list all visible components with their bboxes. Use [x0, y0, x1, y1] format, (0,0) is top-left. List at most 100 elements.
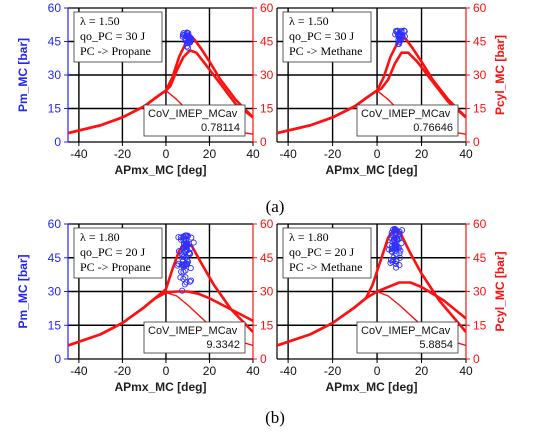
scatter-point [396, 231, 403, 238]
cov-label: CoV_IMEP_MCav [148, 325, 238, 337]
y-right-tick-label: 15 [473, 102, 487, 116]
y-right-axis-title: Pcyl_MC [bar] [493, 251, 507, 331]
x-tick-label: 0 [374, 364, 381, 378]
scatter-point [393, 257, 400, 264]
annotation-line: qo_PC = 30 J [80, 29, 145, 43]
series-peak-line [68, 35, 253, 135]
scatter-point [180, 30, 187, 37]
cov-value: 0.78114 [201, 122, 240, 134]
y-left-axis-title: Pm_MC [bar] [16, 38, 30, 112]
x-tick-label: 20 [415, 364, 429, 378]
scatter-point [188, 234, 195, 241]
scatter-point [179, 287, 186, 294]
scatter-point [184, 242, 191, 249]
scatter-point [392, 226, 399, 233]
y-right-tick-label: 60 [260, 1, 274, 15]
cov-box [143, 104, 246, 137]
x-tick-label: 40 [459, 147, 473, 161]
scatter-point [186, 278, 194, 285]
y-right-tick-label: 30 [473, 285, 487, 299]
scatter-point [398, 240, 405, 247]
y-right-tick-label: 0 [473, 352, 480, 366]
y-left-tick-label: 60 [48, 217, 62, 231]
y-left-tick-label: 45 [48, 35, 62, 49]
scatter-point [393, 244, 400, 251]
x-tick-label: 0 [374, 147, 381, 161]
y-left-tick-label: 30 [48, 285, 62, 299]
x-tick-label: -20 [114, 147, 132, 161]
scatter-point [184, 44, 192, 51]
cov-label: CoV_IMEP_MCav [361, 108, 451, 120]
x-tick-label: 40 [459, 364, 473, 378]
y-left-tick-label: 15 [48, 318, 62, 332]
y-right-tick-label: 30 [260, 68, 274, 82]
x-tick-label: 40 [246, 364, 260, 378]
scatter-point [386, 242, 393, 249]
y-right-tick-label: 15 [473, 318, 487, 332]
scatter-point [186, 38, 193, 45]
series-peak-line [68, 240, 253, 347]
y-right-tick-label: 45 [473, 251, 487, 265]
y-right-tick-label: 0 [473, 135, 480, 149]
scatter-point [179, 262, 186, 269]
y-left-tick-label: 15 [48, 102, 62, 116]
x-tick-label: 20 [203, 147, 217, 161]
x-tick-label: -40 [70, 364, 88, 378]
cov-label: CoV_IMEP_MCav [148, 108, 238, 120]
scatter-point [388, 235, 395, 242]
x-axis-title: APmx_MC [deg] [114, 163, 206, 177]
scatter-point [399, 33, 406, 40]
annotation-line: λ = 1.50 [80, 14, 120, 28]
scatter-point [187, 39, 194, 46]
scatter-point [187, 250, 194, 258]
cov-box [356, 104, 459, 137]
x-tick-label: 0 [163, 147, 170, 161]
scatter-point [184, 257, 191, 264]
annotation-line: λ = 1.80 [289, 230, 329, 244]
x-tick-label: -40 [279, 147, 297, 161]
scatter-point [177, 234, 184, 241]
scatter-point [392, 235, 399, 242]
y-right-axis-title: Pcyl_MC [bar] [493, 35, 507, 115]
scatter-point [178, 268, 185, 275]
scatter-point [388, 229, 395, 236]
scatter-point [393, 251, 400, 258]
annotation-line: PC -> Propane [80, 260, 151, 274]
y-right-tick-label: 0 [260, 135, 267, 149]
y-right-tick-label: 15 [260, 318, 274, 332]
y-right-tick-label: 60 [260, 217, 274, 231]
data-layer [277, 27, 466, 135]
cov-box [143, 321, 246, 354]
x-tick-label: 20 [415, 147, 429, 161]
cov-box [356, 321, 459, 354]
scatter-point [388, 248, 395, 255]
y-right-tick-label: 60 [473, 1, 487, 15]
x-tick-label: -20 [114, 364, 132, 378]
scatter-point [392, 230, 399, 238]
scatter-point [396, 262, 403, 269]
data-layer [68, 232, 253, 347]
scatter-point [182, 274, 189, 281]
series-peak-line [277, 34, 466, 135]
scatter-point [183, 43, 190, 50]
x-tick-label: -40 [279, 364, 297, 378]
data-layer [68, 29, 253, 135]
scatter-point [185, 258, 192, 265]
x-tick-label: 40 [246, 147, 260, 161]
x-axis-title: APmx_MC [deg] [325, 380, 417, 394]
y-right-tick-label: 30 [473, 68, 487, 82]
y-left-tick-label: 30 [48, 68, 62, 82]
y-left-tick-label: 60 [48, 1, 62, 15]
annotation-line: qo_PC = 20 J [289, 245, 354, 259]
y-right-tick-label: 30 [260, 285, 274, 299]
x-tick-label: -20 [324, 147, 342, 161]
y-left-tick-label: 0 [54, 352, 61, 366]
series-peak-line [277, 227, 466, 347]
scatter-point [178, 236, 185, 243]
annotation-line: PC -> Methane [289, 260, 362, 274]
annotation-line: qo_PC = 30 J [289, 29, 354, 43]
x-tick-label: -20 [324, 364, 342, 378]
